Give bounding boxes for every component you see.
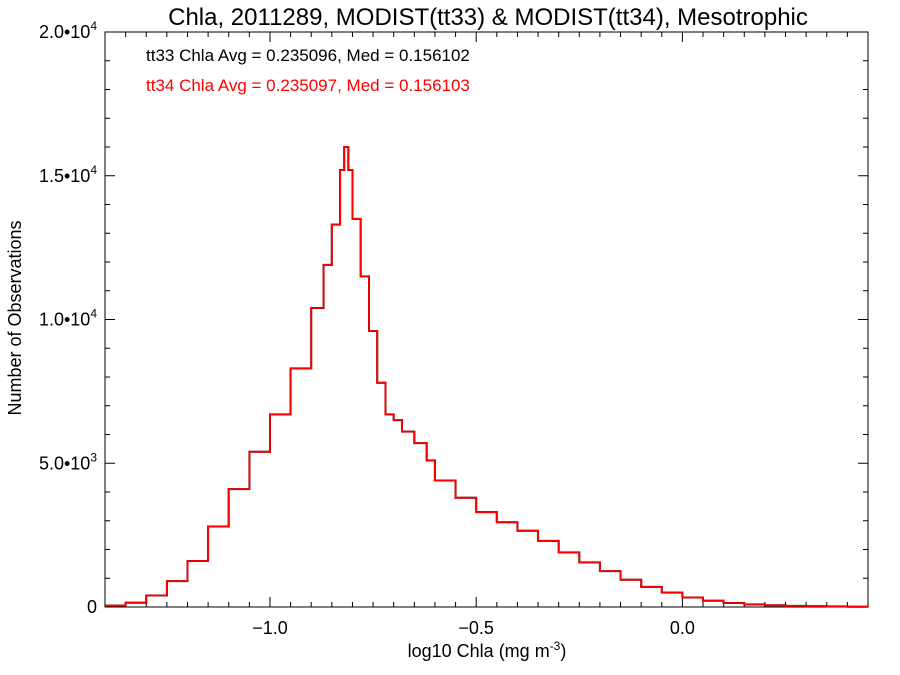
x-tick-label: −0.5 (458, 618, 494, 638)
x-tick-label: 0.0 (670, 618, 695, 638)
y-tick-mantissa: 2.0•10 (39, 22, 90, 42)
series-group (105, 146, 869, 608)
x-axis-label-sup: -3 (550, 639, 561, 653)
y-tick-label: 0 (87, 597, 97, 617)
y-tick-mantissa: 1.5•10 (39, 166, 90, 186)
chart-title: Chla, 2011289, MODIST(tt33) & MODIST(tt3… (168, 4, 808, 31)
x-axis-label-end: ) (560, 641, 566, 661)
y-tick-mantissa: 5.0•10 (39, 453, 90, 473)
histogram-series-1 (105, 146, 869, 608)
y-tick-exponent: 3 (90, 450, 97, 464)
y-tick-mantissa: 0 (87, 597, 97, 617)
x-tick-label: −1.0 (252, 618, 288, 638)
y-tick-exponent: 4 (90, 163, 97, 177)
stat-annotation-1: tt33 Chla Avg = 0.235096, Med = 0.156102 (146, 46, 470, 65)
y-tick-label: 2.0•104 (39, 19, 97, 42)
axis-ticks (105, 31, 869, 608)
y-tick-exponent: 4 (90, 19, 97, 33)
y-tick-label: 1.0•104 (39, 307, 97, 330)
y-tick-exponent: 4 (90, 307, 97, 321)
stat-annotation-2: tt34 Chla Avg = 0.235097, Med = 0.156103 (146, 76, 470, 95)
stats-annotations: tt33 Chla Avg = 0.235096, Med = 0.156102… (146, 46, 470, 95)
x-axis-label-text: log10 Chla (mg m (408, 641, 550, 661)
plot-frame (104, 31, 869, 608)
x-axis-label: log10 Chla (mg m-3) (408, 639, 567, 661)
y-tick-label: 1.5•104 (39, 163, 97, 186)
histogram-series-2 (105, 146, 869, 608)
y-axis-label: Number of Observations (5, 220, 25, 415)
y-tick-mantissa: 1.0•10 (39, 310, 90, 330)
y-tick-label: 5.0•103 (39, 450, 97, 473)
